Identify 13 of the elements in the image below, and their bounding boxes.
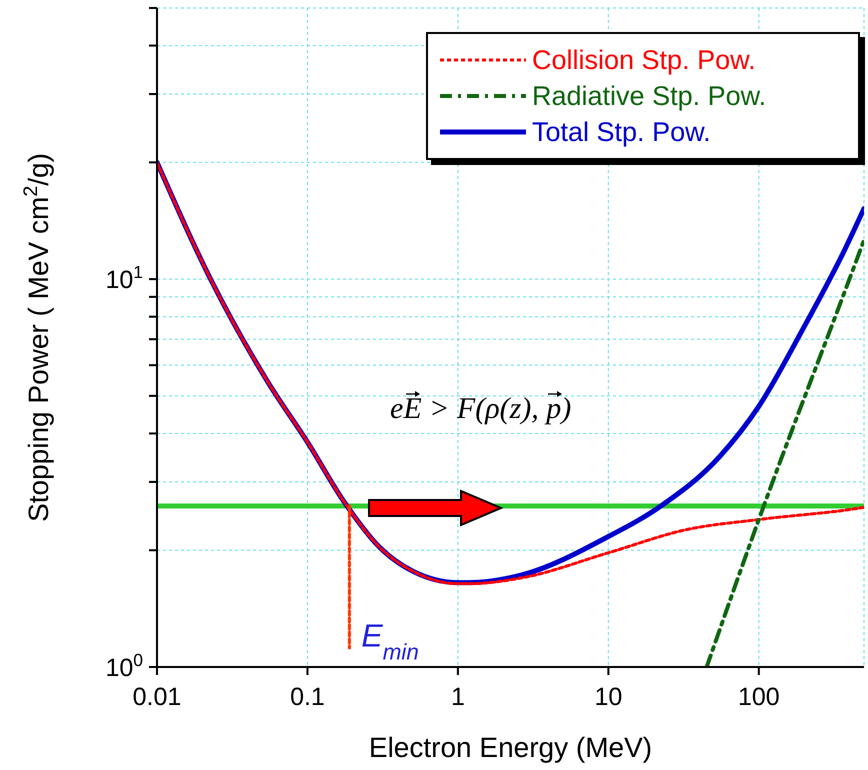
annotation: E$_{min}$ <box>361 617 419 664</box>
legend-label: Collision Stp. Pow. <box>532 44 756 76</box>
annotation: eE > F(ρ(z), p) <box>390 392 572 425</box>
x-axis-title: Electron Energy (MeV) <box>368 732 652 763</box>
x-tick-label: 1 <box>450 683 465 711</box>
y-tick-label: 10$^{0}$ <box>105 650 144 682</box>
legend-label: Radiative Stp. Pow. <box>532 80 766 112</box>
y-tick-label: 10$^{1}$ <box>105 262 143 294</box>
x-tick-label: 0.1 <box>290 683 325 711</box>
x-tick-label: 10 <box>594 683 622 711</box>
x-tick-label: 0.01 <box>132 683 182 711</box>
x-tick-label: 100 <box>738 683 780 711</box>
legend-label: Total Stp. Pow. <box>532 116 711 148</box>
